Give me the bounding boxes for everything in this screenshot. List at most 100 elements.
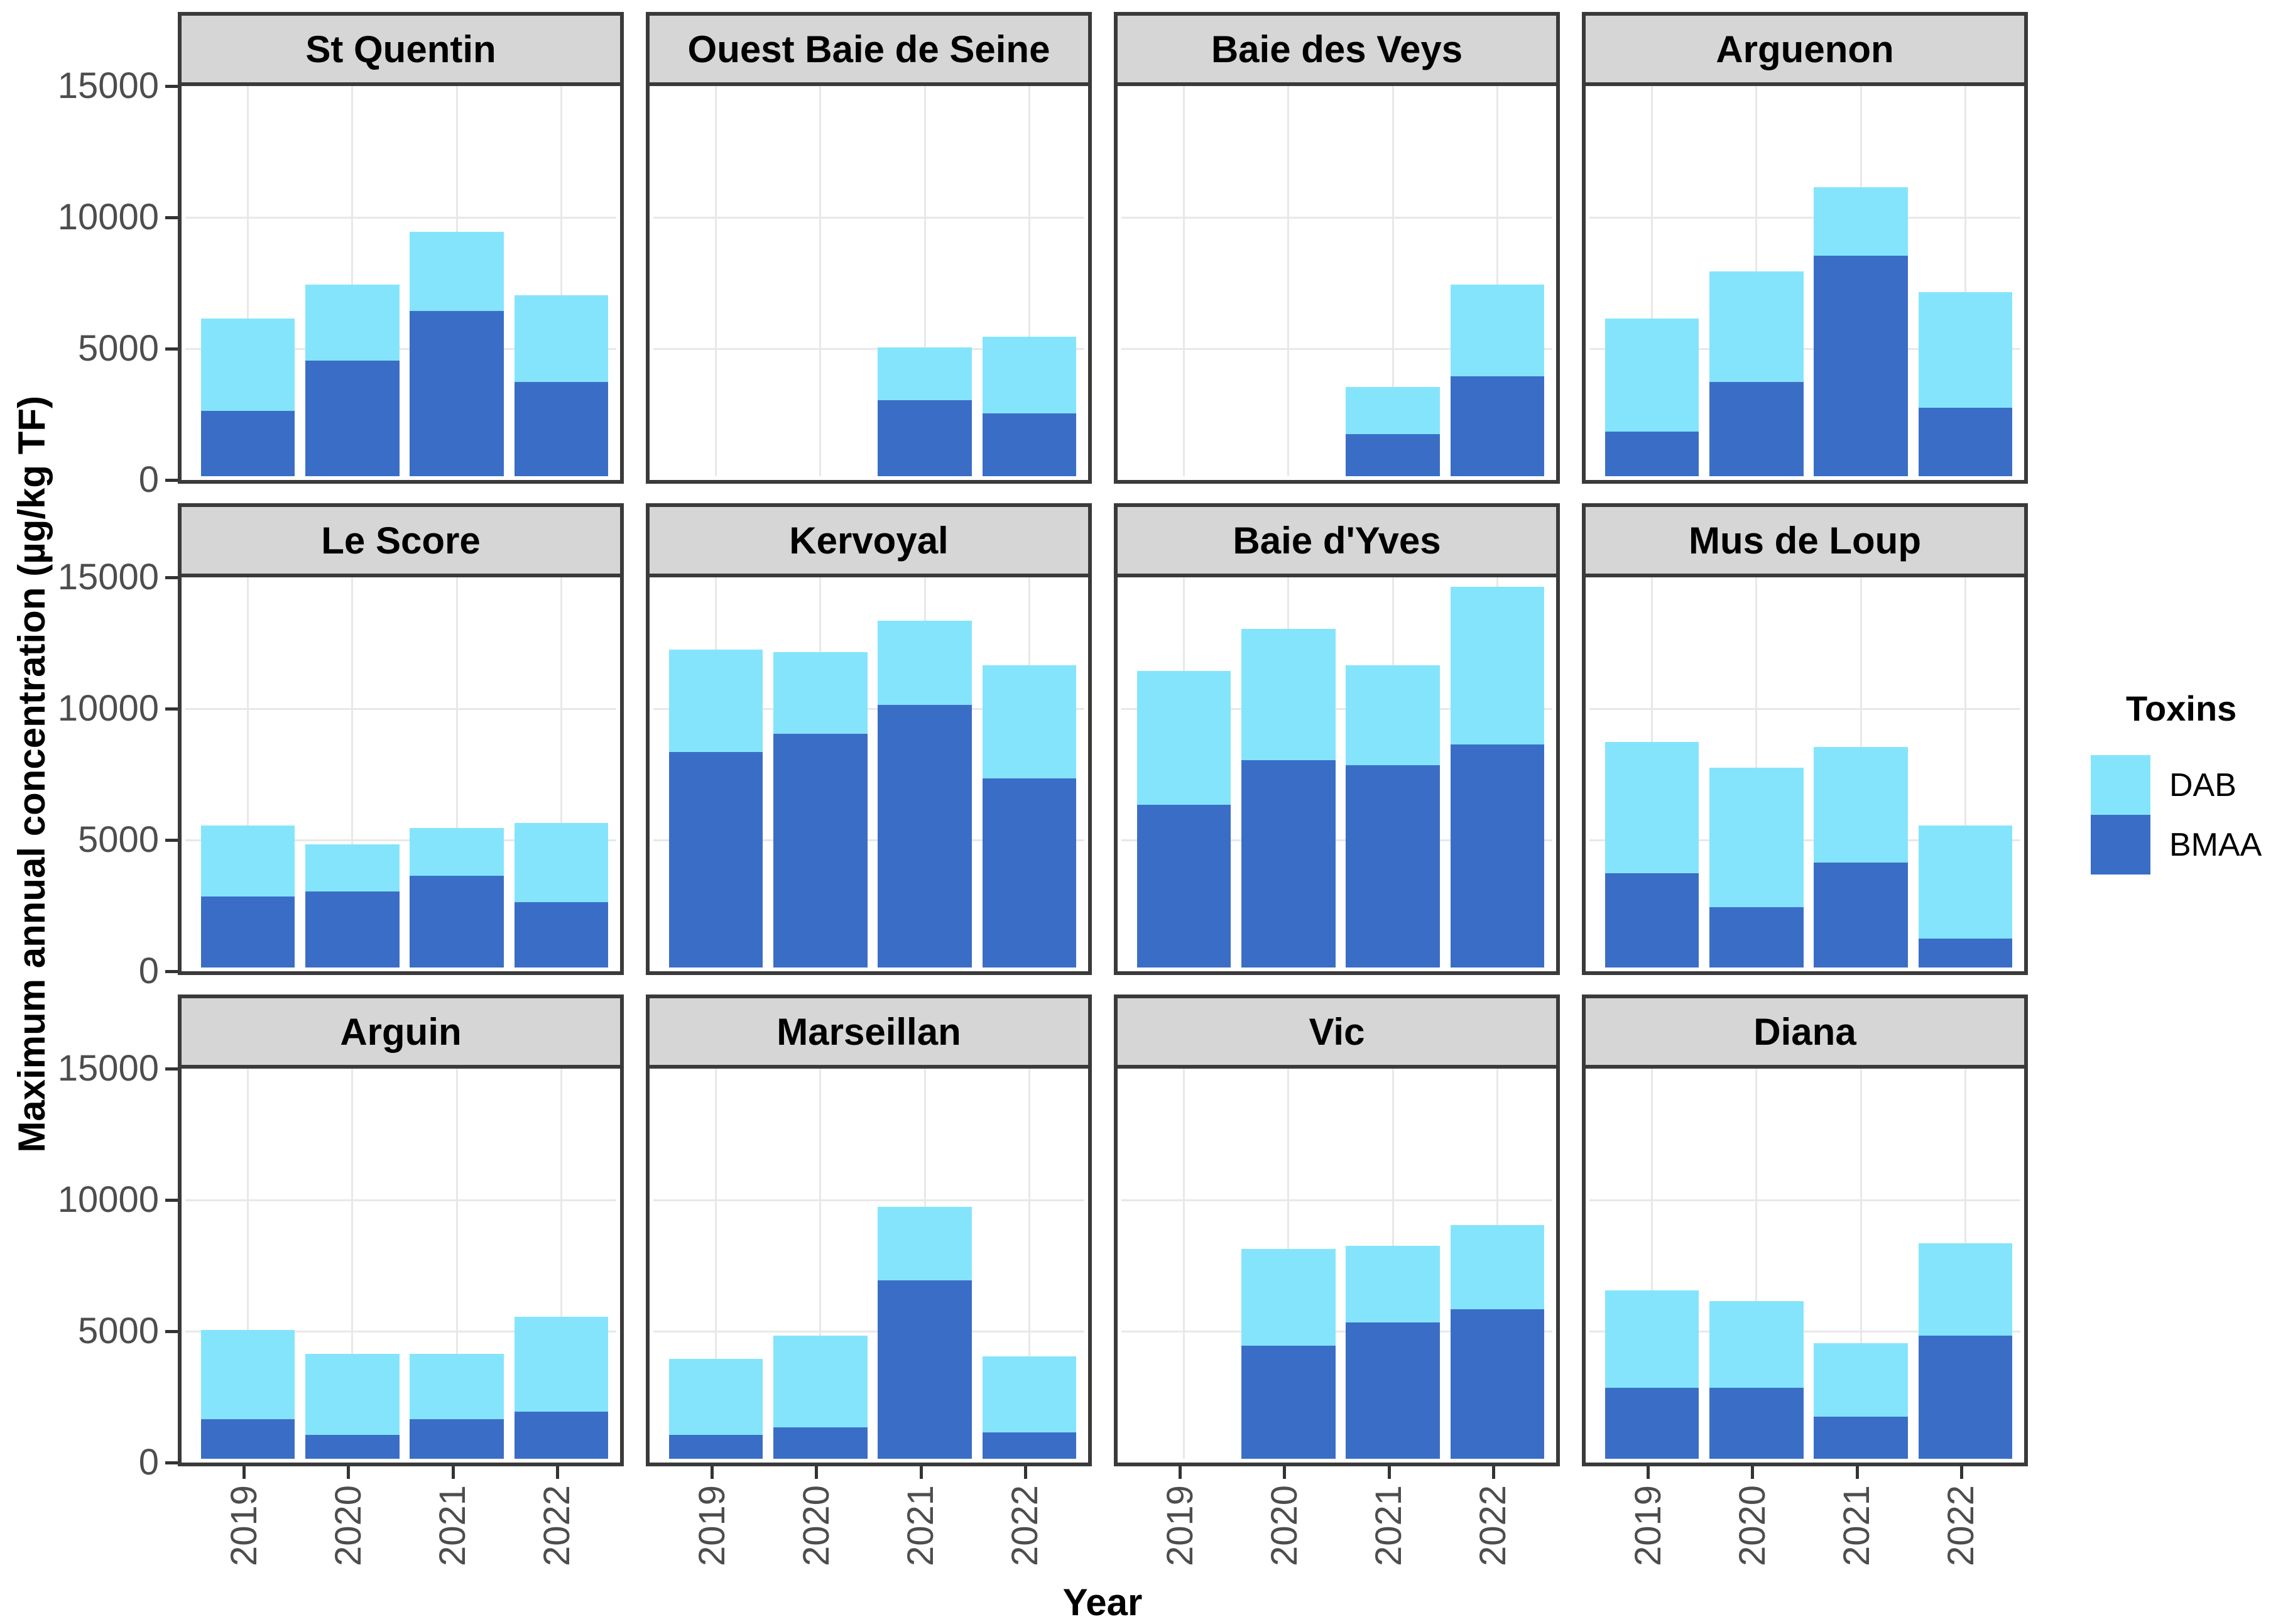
y-tick-mark xyxy=(165,1067,178,1071)
legend-label-bmaa: BMAA xyxy=(2169,826,2262,863)
h-gridline xyxy=(185,1199,616,1201)
bar-segment-dab xyxy=(410,232,504,311)
bar-segment-bmaa xyxy=(1709,907,1804,967)
x-tick-label: 2020 xyxy=(1731,1485,1773,1567)
plot-area xyxy=(1582,1069,2028,1466)
facet-title-strip: Diana xyxy=(1582,995,2028,1069)
plot-inner xyxy=(653,577,1084,967)
bar-segment-dab xyxy=(982,665,1077,779)
bar-segment-dab xyxy=(1918,292,2013,408)
bar-segment-dab xyxy=(200,1330,295,1420)
v-gridline xyxy=(560,86,562,476)
v-gridline xyxy=(455,1069,458,1459)
y-tick-label: 10000 xyxy=(57,688,159,729)
bar-segment-dab xyxy=(514,295,609,382)
y-tick-label: 0 xyxy=(138,459,159,500)
plot-area xyxy=(1114,577,1560,975)
facet-title-strip: Kervoyal xyxy=(646,503,1092,577)
x-tick-label: 2020 xyxy=(1263,1485,1305,1567)
bar-segment-bmaa xyxy=(1346,765,1440,967)
h-gridline xyxy=(185,707,616,710)
plot-inner xyxy=(1121,577,1552,967)
y-tick-mark xyxy=(165,838,178,842)
h-gridline xyxy=(1589,347,2020,350)
h-gridline xyxy=(653,839,1084,841)
legend-title: Toxins xyxy=(2126,689,2237,728)
v-gridline xyxy=(1651,86,1653,476)
legend-item-bmaa: BMAA xyxy=(2091,815,2262,875)
facet-title: Baie des Veys xyxy=(1211,28,1463,70)
plot-area xyxy=(1582,577,2028,975)
bar-segment-dab xyxy=(410,828,504,876)
plot-area xyxy=(1114,1069,1560,1466)
x-tick-mark xyxy=(1959,1466,1963,1479)
bar-segment-dab xyxy=(514,1317,609,1412)
v-gridline xyxy=(1964,577,1966,967)
bar-segment-bmaa xyxy=(878,400,972,476)
x-tick-mark xyxy=(1179,1466,1182,1479)
x-tick-label: 2022 xyxy=(1941,1485,1982,1567)
bar-segment-dab xyxy=(1136,670,1231,805)
bar-segment-bmaa xyxy=(1814,1417,1908,1459)
legend: Toxins DAB BMAA xyxy=(2091,688,2262,875)
bar-segment-bmaa xyxy=(200,896,295,967)
x-tick-label: 2021 xyxy=(1836,1485,1878,1567)
facet-title: Ouest Baie de Seine xyxy=(687,28,1050,70)
h-gridline xyxy=(185,216,616,219)
h-gridline xyxy=(185,1330,616,1332)
facet-title: Mus de Loup xyxy=(1689,519,1921,562)
h-gridline xyxy=(1589,839,2020,841)
bar-segment-bmaa xyxy=(514,902,609,967)
plot-inner xyxy=(653,86,1084,476)
facet-title-strip: Baie des Veys xyxy=(1114,12,1560,86)
x-tick-mark xyxy=(1491,1466,1495,1479)
facet-title: St Quentin xyxy=(305,28,496,70)
facet-panel-ouest-baie-de-seine: Ouest Baie de Seine xyxy=(646,12,1092,484)
h-gridline xyxy=(1121,707,1552,710)
facet-panel-kervoyal: Kervoyal xyxy=(646,503,1092,975)
v-gridline xyxy=(1860,1069,1862,1459)
x-tick-label: 2020 xyxy=(327,1485,369,1567)
y-tick-label: 10000 xyxy=(57,1179,159,1220)
x-tick-label: 2020 xyxy=(795,1485,837,1567)
facet-title: Arguenon xyxy=(1716,28,1894,70)
h-gridline xyxy=(1121,1330,1552,1332)
bar-segment-dab xyxy=(1709,1301,1804,1388)
bar-segment-dab xyxy=(1709,271,1804,382)
bar-segment-bmaa xyxy=(1814,862,1908,967)
bar-segment-dab xyxy=(1814,187,1908,256)
bar-segment-bmaa xyxy=(1136,804,1231,967)
bar-segment-bmaa xyxy=(200,1419,295,1459)
bar-segment-bmaa xyxy=(1346,1322,1440,1459)
plot-inner xyxy=(185,86,616,476)
plot-area xyxy=(646,1069,1092,1466)
bar-segment-dab xyxy=(773,652,868,734)
facet-title-strip: Le Score xyxy=(178,503,624,577)
bar-segment-bmaa xyxy=(410,1419,504,1459)
bar-segment-bmaa xyxy=(1709,381,1804,476)
x-tick-mark xyxy=(347,1466,351,1479)
facet-panel-st-quentin: St Quentin xyxy=(178,12,624,484)
x-tick-mark xyxy=(815,1466,819,1479)
y-tick-label: 5000 xyxy=(77,328,159,369)
x-tick-label: 2022 xyxy=(537,1485,578,1567)
v-gridline xyxy=(1964,86,1966,476)
legend-item-dab: DAB xyxy=(2091,755,2262,815)
v-gridline xyxy=(455,577,458,967)
bar-segment-bmaa xyxy=(668,752,763,967)
bar-segment-dab xyxy=(1450,586,1545,744)
bar-segment-bmaa xyxy=(1346,434,1440,476)
x-tick-mark xyxy=(919,1466,923,1479)
facet-panel-arguin: Arguin xyxy=(178,995,624,1466)
bar-segment-bmaa xyxy=(1918,939,2013,967)
h-gridline xyxy=(1121,216,1552,219)
h-gridline xyxy=(1121,1199,1552,1201)
facet-panel-marseillan: Marseillan xyxy=(646,995,1092,1466)
bar-segment-bmaa xyxy=(305,361,400,476)
bar-segment-bmaa xyxy=(773,733,868,967)
bar-segment-dab xyxy=(1918,1243,2013,1336)
bar-segment-bmaa xyxy=(410,310,504,476)
facet-panel-arguenon: Arguenon xyxy=(1582,12,2028,484)
facet-panel-baie-d-yves: Baie d'Yves xyxy=(1114,503,1560,975)
